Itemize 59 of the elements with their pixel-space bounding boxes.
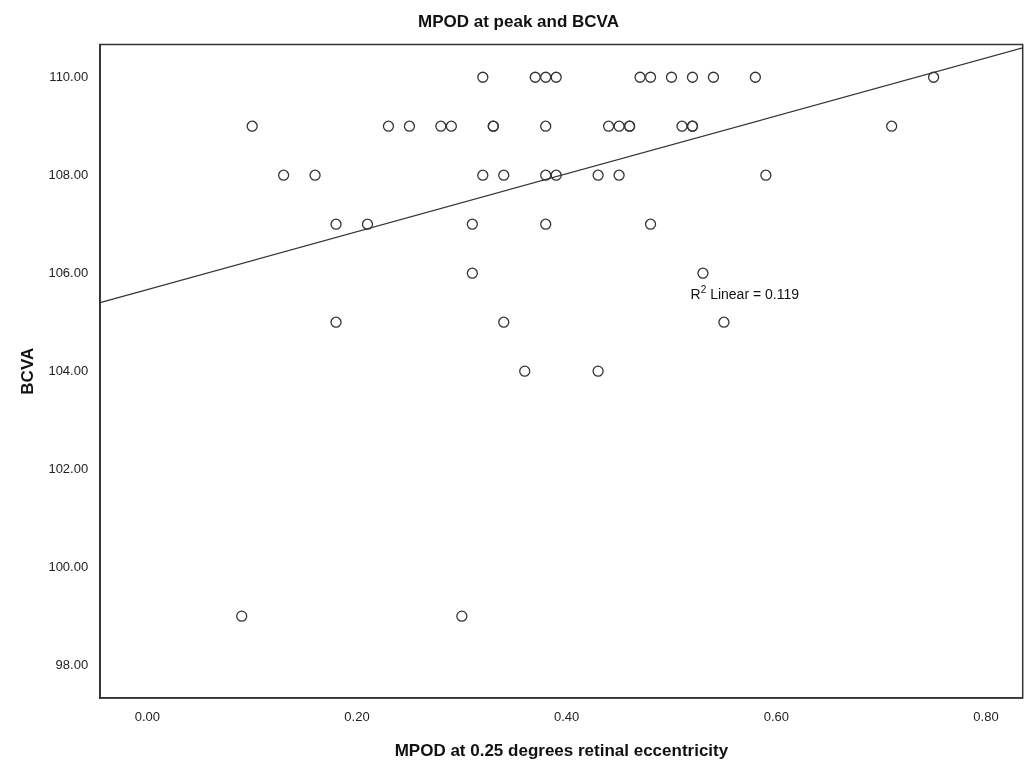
point	[886, 120, 898, 132]
point	[540, 71, 552, 83]
point	[644, 218, 657, 230]
point	[330, 218, 342, 230]
point	[403, 120, 416, 132]
point	[676, 120, 688, 132]
x-tick-label: 0.00	[134, 709, 160, 725]
point	[309, 169, 321, 181]
point	[613, 169, 625, 181]
point	[697, 267, 709, 279]
point	[592, 365, 604, 377]
y-tick-label: 102.00	[48, 460, 89, 476]
point	[592, 169, 604, 181]
point	[236, 610, 248, 622]
x-tick-label: 0.20	[344, 709, 370, 725]
y-axis-title: BCVA	[17, 347, 37, 395]
point	[435, 120, 447, 132]
point	[749, 71, 762, 83]
point	[466, 218, 478, 230]
x-tick-label: 0.80	[973, 709, 999, 725]
point	[686, 71, 699, 83]
point	[634, 71, 646, 83]
point	[382, 120, 395, 132]
chart-title: MPOD at peak and BCVA	[418, 11, 619, 31]
point	[760, 169, 772, 181]
point	[707, 71, 720, 83]
point	[466, 267, 478, 279]
x-tick-label: 0.40	[554, 709, 580, 725]
point	[498, 169, 510, 181]
point	[550, 71, 562, 83]
point	[246, 120, 258, 132]
point	[540, 218, 552, 230]
x-axis-title: MPOD at 0.25 degrees retinal eccentricity	[394, 741, 729, 761]
point	[665, 71, 678, 83]
point	[519, 365, 531, 377]
point	[477, 71, 489, 83]
y-tick-label: 106.00	[48, 264, 89, 280]
point	[718, 316, 730, 328]
point	[540, 169, 552, 181]
y-tick-label: 104.00	[48, 362, 89, 378]
point	[361, 218, 374, 230]
y-tick-label: 110.00	[49, 68, 89, 84]
point	[540, 120, 552, 132]
point	[602, 120, 615, 132]
y-tick-label: 108.00	[48, 166, 89, 182]
point	[927, 71, 940, 83]
y-tick-label: 98.00	[55, 656, 89, 672]
point	[456, 610, 468, 622]
y-tick-label: 100.00	[48, 558, 89, 574]
point	[445, 120, 458, 132]
x-tick-label: 0.60	[763, 709, 789, 725]
point	[613, 120, 625, 132]
point	[498, 316, 510, 328]
point	[477, 169, 489, 181]
point	[644, 71, 657, 83]
point	[330, 316, 342, 328]
point	[529, 71, 541, 83]
point	[550, 169, 562, 181]
point	[277, 169, 290, 181]
